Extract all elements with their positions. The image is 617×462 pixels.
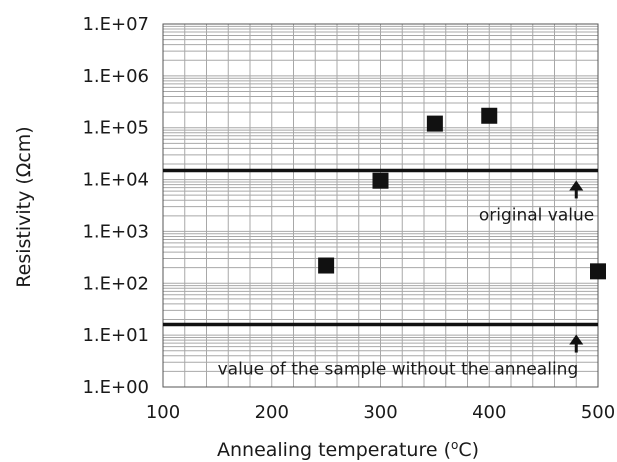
reference-label: original value bbox=[479, 205, 594, 225]
x-tick-label: 200 bbox=[255, 402, 289, 423]
x-tick-label: 300 bbox=[363, 402, 397, 423]
data-point bbox=[481, 107, 498, 124]
data-point bbox=[372, 172, 389, 189]
y-tick-label: 1.E+07 bbox=[82, 14, 149, 35]
plot-frame bbox=[162, 23, 599, 388]
tick-labels: 1.E+00 1.E+01 1.E+02 1.E+03 1.E+04 1.E+05 1.E+… bbox=[82, 14, 615, 423]
y-tick-label: 1.E+01 bbox=[82, 325, 149, 346]
reference-arrow-head bbox=[569, 334, 584, 345]
data-point bbox=[426, 115, 443, 132]
y-tick-label: 1.E+03 bbox=[82, 221, 149, 242]
y-tick-label: 1.E+06 bbox=[82, 66, 149, 87]
reference-arrow-head bbox=[569, 180, 584, 191]
reference-label: value of the sample without the annealin… bbox=[218, 360, 579, 380]
y-tick-label: 1.E+04 bbox=[82, 170, 149, 191]
x-tick-label: 100 bbox=[146, 402, 180, 423]
data-point bbox=[318, 257, 335, 274]
data-points bbox=[318, 107, 606, 280]
y-tick-label: 1.E+02 bbox=[82, 273, 149, 294]
x-axis-title: Annealing temperature (oC) bbox=[217, 438, 479, 461]
grid bbox=[162, 23, 599, 388]
x-tick-label: 500 bbox=[581, 402, 615, 423]
y-tick-label: 1.E+00 bbox=[82, 377, 149, 398]
data-point bbox=[590, 263, 606, 280]
x-tick-label: 400 bbox=[472, 402, 506, 423]
y-axis-title: Resistivity (Ωcm) bbox=[13, 126, 35, 287]
reference-lines: original value value of the sample withou… bbox=[163, 168, 598, 380]
y-tick-label: 1.E+05 bbox=[82, 118, 149, 139]
